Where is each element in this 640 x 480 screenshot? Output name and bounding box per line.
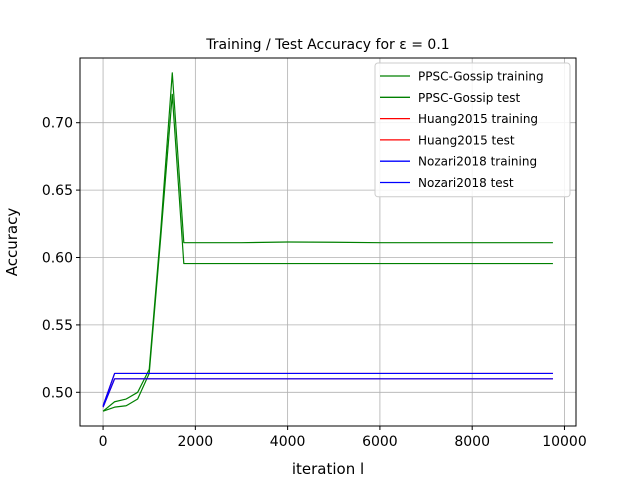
legend: PPSC-Gossip training PPSC-Gossip test Huan… — [374, 62, 571, 198]
series-line-nozari2018-training — [102, 372, 553, 406]
chart-title: Training / Test Accuracy for ε = 0.1 — [205, 37, 449, 53]
y-tick-label: 0.70 — [42, 116, 73, 132]
x-axis-label: iteration l — [292, 460, 364, 478]
series-line-nozari2018-test — [102, 378, 553, 408]
legend-entry: Huang2015 test — [418, 133, 515, 147]
x-tick-label: 2000 — [178, 434, 214, 450]
x-tick-label: 4000 — [270, 434, 306, 450]
legend-entry: Nozari2018 training — [418, 155, 537, 169]
series-lines — [102, 72, 553, 412]
legend-entry: PPSC-Gossip training — [418, 70, 544, 84]
x-tick-label: 8000 — [454, 434, 490, 450]
y-axis-label: Accuracy — [3, 208, 21, 277]
plot-frame — [79, 57, 577, 427]
legend-entry: Nozari2018 test — [418, 176, 514, 190]
axis-ticks: 0 2000 4000 6000 8000 10000 0.50 0.55 0.60 0.65 0.… — [42, 116, 587, 450]
y-tick-label: 0.65 — [42, 183, 73, 199]
y-tick-label: 0.50 — [42, 385, 73, 401]
y-tick-label: 0.55 — [42, 318, 73, 334]
x-tick-label: 10000 — [542, 434, 587, 450]
y-tick-label: 0.60 — [42, 251, 73, 267]
legend-entry: PPSC-Gossip test — [418, 91, 520, 105]
legend-box — [374, 62, 571, 198]
legend-entry: Huang2015 training — [418, 112, 538, 126]
x-tick-label: 6000 — [362, 434, 398, 450]
x-tick-label: 0 — [99, 434, 108, 450]
series-line-ppsc-gossip-training — [102, 72, 553, 412]
series-line-ppsc-gossip-test — [102, 93, 553, 412]
